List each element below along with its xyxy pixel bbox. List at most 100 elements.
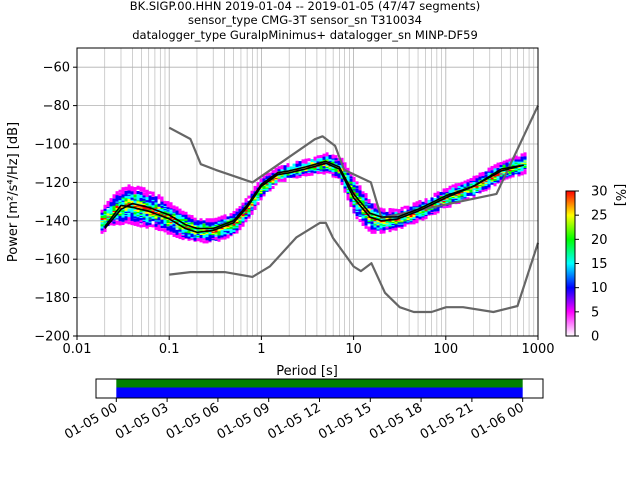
colorbar-ticks: 0 5 10 15 20 25 30 xyxy=(575,185,608,345)
density-cell xyxy=(370,209,374,213)
density-cell xyxy=(256,182,260,186)
density-cell xyxy=(514,155,518,159)
density-cell xyxy=(172,223,176,227)
density-cell xyxy=(418,204,422,208)
density-cell xyxy=(118,222,122,226)
density-cell xyxy=(103,229,107,233)
x-axis-ticks: 0.01 0.1 1 10 100 1000 xyxy=(63,336,555,357)
density-cell xyxy=(136,193,140,197)
density-cell xyxy=(415,203,419,207)
density-cell xyxy=(418,200,422,204)
density-cell xyxy=(436,210,440,214)
density-cell xyxy=(127,202,131,206)
density-cell xyxy=(184,218,188,222)
density-cell xyxy=(109,198,113,202)
coverage-tick-label: 01-06 00 xyxy=(469,400,527,442)
density-cell xyxy=(358,189,362,193)
density-cell xyxy=(124,195,128,199)
density-cell xyxy=(175,209,179,213)
density-cell xyxy=(235,230,239,234)
density-cell xyxy=(355,181,359,185)
density-cell xyxy=(199,220,203,224)
density-cell xyxy=(211,235,215,239)
density-cell xyxy=(157,194,161,198)
density-cell xyxy=(115,194,119,198)
density-cell xyxy=(379,229,383,233)
series-line-nlnm xyxy=(169,221,540,314)
density-cell xyxy=(406,205,410,209)
density-cell xyxy=(226,216,230,220)
density-cell xyxy=(193,231,197,235)
density-cell xyxy=(373,205,377,209)
density-cell xyxy=(250,194,254,198)
coverage-tick-label: 01-05 21 xyxy=(418,400,476,442)
x-tick-label: 10 xyxy=(345,342,362,357)
density-cell xyxy=(247,213,251,217)
density-cell xyxy=(214,220,218,224)
density-cell xyxy=(283,176,287,180)
density-cell xyxy=(211,218,215,222)
density-cell xyxy=(151,191,155,195)
density-cell xyxy=(250,190,254,194)
density-cell xyxy=(100,209,104,213)
density-cell xyxy=(415,218,419,222)
y-tick-label: −180 xyxy=(34,291,70,306)
density-cell xyxy=(367,204,371,208)
density-cell xyxy=(409,206,413,210)
density-cell xyxy=(412,202,416,206)
density-cell xyxy=(379,207,383,211)
density-cell xyxy=(226,228,230,232)
coverage-bar xyxy=(116,379,523,388)
density-cell xyxy=(214,217,218,221)
density-cell xyxy=(496,162,500,166)
density-cell xyxy=(508,158,512,162)
density-cell xyxy=(166,226,170,230)
density-cell xyxy=(475,175,479,179)
density-cell xyxy=(382,211,386,215)
density-cell xyxy=(199,239,203,243)
density-cell xyxy=(355,193,359,197)
density-cell xyxy=(106,203,110,207)
density-cell xyxy=(100,227,104,231)
density-cell xyxy=(487,180,491,184)
density-cell xyxy=(139,193,143,197)
density-cell xyxy=(424,200,428,204)
density-cell xyxy=(136,197,140,201)
density-cell xyxy=(133,215,137,219)
series-line-mean xyxy=(104,160,524,230)
density-cell xyxy=(523,171,527,175)
density-cell xyxy=(193,221,197,225)
density-cell xyxy=(334,157,338,161)
density-cell xyxy=(154,196,158,200)
x-tick-label: 0.01 xyxy=(63,342,92,357)
density-cell xyxy=(160,216,164,220)
density-cell xyxy=(388,225,392,229)
density-cell xyxy=(370,230,374,234)
density-cell xyxy=(121,189,125,193)
density-cell xyxy=(286,174,290,178)
density-cell xyxy=(484,188,488,192)
density-cell xyxy=(157,224,161,228)
density-cell xyxy=(403,205,407,209)
density-cell xyxy=(181,213,185,217)
density-cell xyxy=(274,167,278,171)
density-cell xyxy=(397,209,401,213)
colorbar-tick-label: 30 xyxy=(591,185,608,200)
density-cell xyxy=(340,157,344,161)
series-line-nhnm xyxy=(168,105,539,219)
density-cell xyxy=(295,174,299,178)
density-cell xyxy=(460,193,464,197)
density-cell xyxy=(124,193,128,197)
density-cell xyxy=(496,177,500,181)
density-cell xyxy=(361,222,365,226)
density-cell xyxy=(118,220,122,224)
density-cell xyxy=(145,192,149,196)
density-cell xyxy=(118,194,122,198)
density-cell xyxy=(367,228,371,232)
y-tick-label: −60 xyxy=(43,61,70,76)
density-cell xyxy=(178,213,182,217)
density-cell xyxy=(244,202,248,206)
density-cell xyxy=(109,207,113,211)
density-cell xyxy=(352,176,356,180)
density-cell xyxy=(100,230,104,234)
